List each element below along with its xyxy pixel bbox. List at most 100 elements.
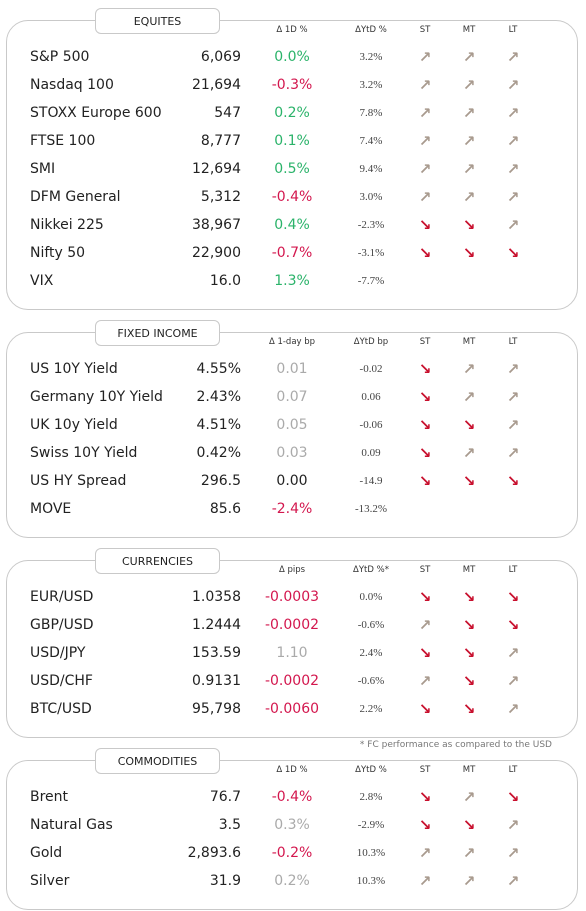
row-name: US 10Y Yield bbox=[30, 361, 118, 377]
column-header: Δ pips bbox=[278, 565, 306, 575]
change-value: 0.2% bbox=[274, 105, 310, 121]
ytd-value: 2.4% bbox=[359, 647, 383, 659]
trend-arrow: ↘ bbox=[418, 644, 432, 662]
column-header: Δ 1D % bbox=[276, 25, 308, 35]
ytd-value: 10.3% bbox=[356, 847, 386, 859]
section-box bbox=[6, 760, 578, 910]
change-value: 0.03 bbox=[276, 445, 308, 461]
last-value: 547 bbox=[214, 105, 241, 121]
ytd-value: 3.2% bbox=[359, 79, 383, 91]
column-header: ΔYtD % bbox=[355, 765, 387, 775]
trend-arrow: ↗ bbox=[462, 844, 476, 862]
trend-arrow: ↘ bbox=[418, 816, 432, 834]
ytd-value: -14.9 bbox=[359, 475, 383, 487]
trend-arrow: ↗ bbox=[506, 360, 520, 378]
trend-arrow: ↘ bbox=[418, 244, 432, 262]
ytd-value: -2.3% bbox=[357, 219, 385, 231]
ytd-value: 10.3% bbox=[356, 875, 386, 887]
trend-arrow: ↘ bbox=[418, 700, 432, 718]
trend-arrow: ↗ bbox=[418, 188, 432, 206]
trend-arrow: ↗ bbox=[462, 872, 476, 890]
last-value: 6,069 bbox=[200, 49, 241, 65]
last-value: 76.7 bbox=[209, 789, 241, 805]
trend-arrow: ↗ bbox=[462, 132, 476, 150]
trend-arrow: ↗ bbox=[418, 872, 432, 890]
row-name: Natural Gas bbox=[30, 817, 113, 833]
footnote: * FC performance as compared to the USD bbox=[359, 740, 552, 750]
trend-arrow: ↗ bbox=[506, 444, 520, 462]
trend-arrow: ↘ bbox=[506, 788, 520, 806]
column-header: LT bbox=[508, 765, 518, 775]
trend-arrow: ↘ bbox=[418, 444, 432, 462]
ytd-value: -0.6% bbox=[357, 619, 385, 631]
ytd-value: 0.09 bbox=[361, 447, 381, 459]
column-header: LT bbox=[508, 25, 518, 35]
trend-arrow: ↘ bbox=[462, 244, 476, 262]
ytd-value: -13.2% bbox=[354, 503, 388, 515]
column-header: MT bbox=[462, 337, 476, 347]
trend-arrow: ↗ bbox=[418, 48, 432, 66]
row-name: S&P 500 bbox=[30, 49, 90, 65]
trend-arrow: ↗ bbox=[418, 132, 432, 150]
section-title: CURRENCIES bbox=[95, 548, 220, 574]
ytd-value: -0.06 bbox=[359, 419, 383, 431]
row-name: MOVE bbox=[30, 501, 72, 517]
section-title: COMMODITIES bbox=[95, 748, 220, 774]
trend-arrow: ↘ bbox=[462, 588, 476, 606]
row-name: USD/CHF bbox=[30, 673, 93, 689]
last-value: 21,694 bbox=[192, 77, 241, 93]
column-header: Δ 1-day bp bbox=[268, 337, 316, 347]
change-value: -0.4% bbox=[271, 189, 313, 205]
ytd-value: 2.2% bbox=[359, 703, 383, 715]
trend-arrow: ↗ bbox=[462, 444, 476, 462]
change-value: 0.01 bbox=[276, 361, 308, 377]
row-name: DFM General bbox=[30, 189, 121, 205]
trend-arrow: ↗ bbox=[418, 76, 432, 94]
trend-arrow: ↘ bbox=[506, 244, 520, 262]
trend-arrow: ↗ bbox=[462, 388, 476, 406]
column-header: LT bbox=[508, 565, 518, 575]
row-name: USD/JPY bbox=[30, 645, 86, 661]
ytd-value: 3.0% bbox=[359, 191, 383, 203]
trend-arrow: ↗ bbox=[506, 216, 520, 234]
trend-arrow: ↗ bbox=[506, 104, 520, 122]
row-name: Swiss 10Y Yield bbox=[30, 445, 138, 461]
trend-arrow: ↗ bbox=[418, 616, 432, 634]
ytd-value: -0.6% bbox=[357, 675, 385, 687]
last-value: 1.2444 bbox=[192, 617, 241, 633]
trend-arrow: ↗ bbox=[418, 672, 432, 690]
trend-arrow: ↗ bbox=[462, 104, 476, 122]
trend-arrow: ↗ bbox=[506, 48, 520, 66]
last-value: 95,798 bbox=[192, 701, 241, 717]
trend-arrow: ↗ bbox=[506, 644, 520, 662]
section-box bbox=[6, 20, 578, 310]
trend-arrow: ↗ bbox=[462, 788, 476, 806]
change-value: 0.1% bbox=[274, 133, 310, 149]
row-name: EUR/USD bbox=[30, 589, 94, 605]
change-value: -0.2% bbox=[271, 845, 313, 861]
section-box bbox=[6, 332, 578, 538]
last-value: 4.55% bbox=[196, 361, 241, 377]
last-value: 0.42% bbox=[196, 445, 241, 461]
change-value: 0.3% bbox=[274, 817, 310, 833]
change-value: -0.0003 bbox=[264, 589, 320, 605]
section-title: EQUITES bbox=[95, 8, 220, 34]
trend-arrow: ↗ bbox=[462, 76, 476, 94]
trend-arrow: ↘ bbox=[506, 588, 520, 606]
column-header: MT bbox=[462, 565, 476, 575]
change-value: 0.07 bbox=[276, 389, 308, 405]
last-value: 22,900 bbox=[192, 245, 241, 261]
ytd-value: 7.8% bbox=[359, 107, 383, 119]
trend-arrow: ↘ bbox=[506, 616, 520, 634]
column-header: MT bbox=[462, 765, 476, 775]
trend-arrow: ↘ bbox=[462, 672, 476, 690]
change-value: 0.0% bbox=[274, 49, 310, 65]
trend-arrow: ↗ bbox=[462, 48, 476, 66]
trend-arrow: ↗ bbox=[418, 160, 432, 178]
row-name: Silver bbox=[30, 873, 70, 889]
row-name: STOXX Europe 600 bbox=[30, 105, 162, 121]
ytd-value: -3.1% bbox=[357, 247, 385, 259]
column-header: MT bbox=[462, 25, 476, 35]
section-box bbox=[6, 560, 578, 738]
